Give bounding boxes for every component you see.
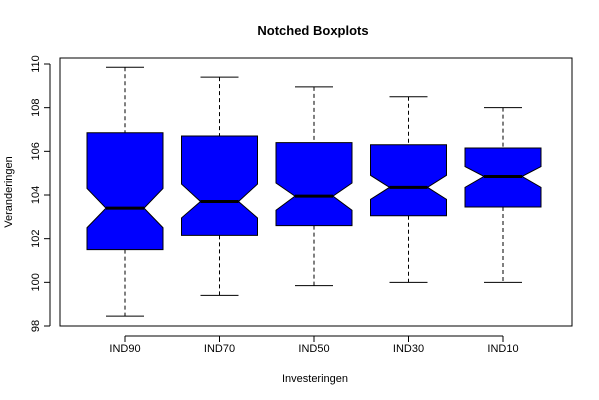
box-ind90 [86,132,164,251]
boxes-group [86,66,542,317]
x-tick-label: IND10 [487,343,518,355]
y-tick-label: 110 [30,55,42,73]
x-tick-label: IND50 [298,343,329,355]
y-tick-label: 100 [30,273,42,291]
y-tick-label: 108 [30,98,42,116]
x-tick-label: IND30 [393,343,424,355]
box-ind50 [275,142,353,227]
y-axis: 98 100 102 104 106 108 110 [30,55,51,332]
plot-frame [59,57,573,327]
box-ind70 [181,135,258,236]
y-axis-label: Veranderingen [3,156,15,228]
y-tick-label: 106 [30,142,42,160]
y-tick-label: 98 [30,320,42,332]
y-tick-label: 104 [30,186,42,204]
y-tick-label: 102 [30,229,42,247]
x-axis: IND90 IND70 IND50 IND30 IND10 [109,335,519,355]
chart-title: Notched Boxplots [257,23,368,38]
x-axis-label: Investeringen [282,373,348,385]
box-ind30 [370,144,447,217]
x-tick-label: IND70 [204,343,235,355]
x-tick-label: IND90 [109,343,140,355]
